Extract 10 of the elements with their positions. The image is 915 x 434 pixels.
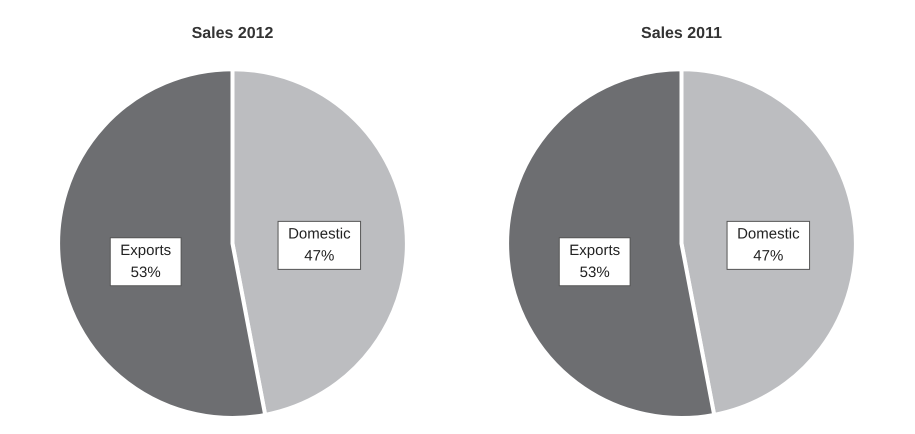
- data-label: 53%: [580, 264, 610, 281]
- slice-label: Exports: [569, 242, 620, 259]
- chart-title: Sales 2012: [192, 25, 274, 42]
- data-label: 47%: [304, 248, 334, 265]
- slice-label: Domestic: [737, 226, 800, 243]
- chart-title: Sales 2011: [641, 25, 722, 42]
- data-label: 47%: [753, 248, 784, 265]
- slice-label: Exports: [120, 242, 172, 259]
- slice-label: Domestic: [288, 226, 352, 243]
- data-label: 53%: [130, 264, 161, 281]
